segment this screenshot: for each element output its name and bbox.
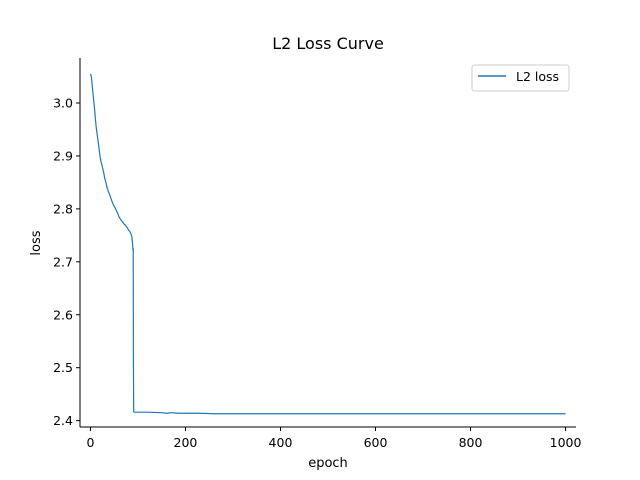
y-tick-label: 2.8 xyxy=(53,201,73,216)
y-tick-label: 2.9 xyxy=(53,148,73,163)
x-tick-label: 400 xyxy=(269,435,293,450)
x-tick-label: 800 xyxy=(459,435,483,450)
x-tick-label: 1000 xyxy=(550,435,582,450)
y-tick-label: 2.5 xyxy=(53,360,73,375)
y-ticks: 2.4 2.5 2.6 2.7 2.8 2.9 3.0 xyxy=(53,96,80,428)
x-axis-label: epoch xyxy=(308,456,348,471)
y-tick-label: 3.0 xyxy=(53,96,73,111)
y-tick-label: 2.4 xyxy=(53,413,73,428)
legend-box xyxy=(471,64,570,92)
y-axis-label: loss xyxy=(29,230,44,255)
x-ticks: 0 200 400 600 800 1000 xyxy=(86,427,582,450)
y-tick-label: 2.6 xyxy=(53,307,73,322)
x-tick-label: 600 xyxy=(364,435,388,450)
chart-title: L2 Loss Curve xyxy=(272,34,384,53)
plot-area xyxy=(89,73,566,415)
series-line-l2-loss xyxy=(89,73,566,415)
x-tick-label: 0 xyxy=(86,435,94,450)
legend: L2 loss xyxy=(471,64,570,92)
x-tick-label: 200 xyxy=(174,435,198,450)
y-tick-label: 2.7 xyxy=(53,254,73,269)
legend-label: L2 loss xyxy=(516,69,559,84)
